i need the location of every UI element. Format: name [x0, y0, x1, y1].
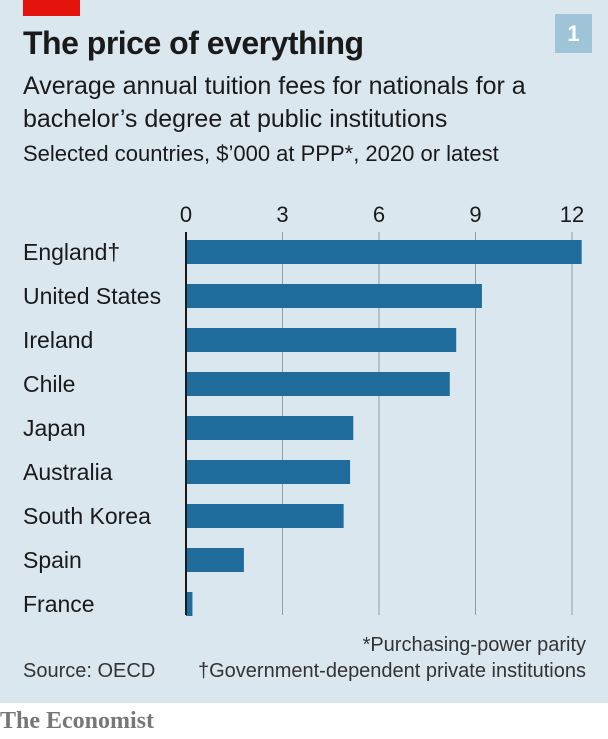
brand-red-tag	[23, 0, 80, 16]
chart-number-badge: 1	[555, 14, 592, 53]
category-label: Australia	[23, 459, 113, 485]
category-label: Chile	[23, 371, 75, 397]
category-label: Spain	[23, 547, 82, 573]
footnote-ppp: *Purchasing-power parity	[362, 634, 586, 656]
category-label: South Korea	[23, 503, 151, 529]
x-tick-label: 9	[469, 202, 481, 227]
x-tick-label: 12	[560, 202, 584, 227]
bar	[186, 504, 344, 528]
category-label: Japan	[23, 415, 86, 441]
bar	[186, 372, 450, 396]
chart-subtitle: Average annual tuition fees for national…	[23, 72, 526, 133]
bar	[186, 460, 351, 484]
bar	[186, 284, 482, 308]
chart-units-note: Selected countries, $’000 at PPP*, 2020 …	[23, 141, 499, 166]
bar	[186, 416, 354, 440]
bar-chart: 0 3 6 9 12 England† United States Ireland Chile J…	[23, 202, 584, 617]
category-label: United States	[23, 283, 161, 309]
footnote-dagger: †Government-dependent private institutio…	[197, 660, 586, 682]
x-tick-label: 0	[180, 202, 192, 227]
bar	[186, 592, 193, 616]
bar	[186, 328, 457, 352]
category-label: Ireland	[23, 327, 93, 353]
source-note: Source: OECD	[23, 660, 156, 682]
x-tick-label: 6	[373, 202, 385, 227]
x-tick-label: 3	[276, 202, 288, 227]
bar	[186, 548, 244, 572]
category-label: England†	[23, 239, 120, 265]
chart-title: The price of everything	[23, 25, 364, 61]
bar	[186, 240, 582, 264]
category-label: France	[23, 591, 95, 617]
brand-logo-text: The Economist	[0, 708, 155, 734]
